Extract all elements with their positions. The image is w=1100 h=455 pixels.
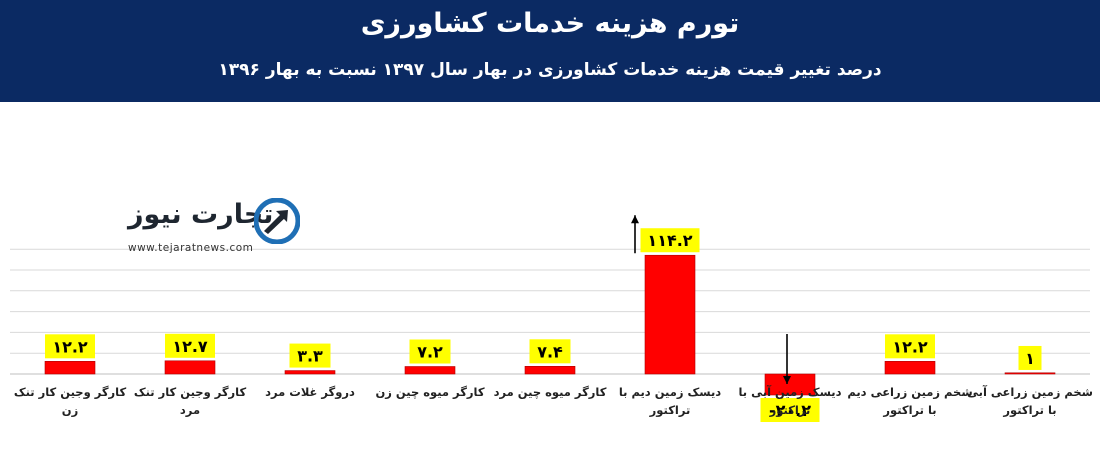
bar: [284, 370, 336, 375]
watermark-url: www.tejaratnews.com: [128, 242, 254, 254]
value-label: ۱۲.۲: [885, 334, 935, 359]
bar: [44, 361, 96, 375]
value-label: ۱۱۴.۲: [640, 228, 700, 253]
bar: [404, 366, 456, 375]
value-label-text: ۳.۳: [297, 347, 323, 366]
category-label: دیسک زمین دیم با تراکتور: [619, 385, 721, 418]
value-label-text: ۱۲.۲: [892, 337, 928, 356]
down-arrow-icon: [783, 334, 791, 384]
up-arrow-icon: [631, 215, 639, 254]
category-label: شخم زمین زراعی دیم با تراکتور: [847, 385, 972, 418]
category-label: کارگر میوه چین زن: [375, 385, 484, 400]
value-label: ۱: [1018, 345, 1042, 370]
value-label-text: ۷.۲: [417, 343, 443, 362]
value-label-text: ۱: [1025, 349, 1035, 368]
chart-header: تورم هزینه خدمات کشاورزی درصد تغییر قیمت…: [0, 0, 1100, 102]
bar: [764, 373, 816, 396]
bar: [1004, 372, 1056, 375]
bar: [524, 366, 576, 375]
value-label-text: ۷.۴: [537, 342, 563, 361]
bar: [644, 254, 696, 375]
annotation-arrows: [631, 215, 791, 384]
category-label: کارگر وجین کار تنک مرد: [134, 385, 247, 417]
value-label: ۳.۳: [289, 343, 331, 368]
logo-mark-icon: [254, 198, 300, 244]
value-label: -۲۰.۲: [760, 398, 820, 423]
watermark-logo: تجارت نیوز www.tejaratnews.com: [122, 196, 306, 266]
category-label: کارگر وجین کار تنک زن: [14, 385, 127, 417]
bars-group: ۱ ۱۲.۲ -۲۰.۲ ۱۱۴.۲ ۷.۴ ۷.۲ ۳.۳ ۱۲.۷ ۱۲.۲: [44, 228, 1056, 423]
category-label: کارگر میوه چین مرد: [494, 385, 607, 400]
category-label: دیسک زمین آبی با تراکتور: [738, 385, 841, 418]
value-label-text: ۱۱۴.۲: [647, 231, 692, 250]
bar-chart: ۱ ۱۲.۲ -۲۰.۲ ۱۱۴.۲ ۷.۴ ۷.۲ ۳.۳ ۱۲.۷ ۱۲.۲ شخم زمی…: [10, 215, 1093, 423]
value-label-text: -۲۰.۲: [769, 401, 811, 420]
category-label: شخم زمین زراعی آبی با تراکتور: [967, 385, 1093, 418]
chart-title: تورم هزینه خدمات کشاورزی: [360, 8, 740, 39]
bar: [884, 361, 936, 375]
value-label-text: ۱۲.۲: [52, 337, 88, 356]
watermark-name: تجارت نیوز: [128, 199, 274, 230]
category-label: دروگر غلات مرد: [265, 385, 355, 400]
value-label: ۱۲.۲: [45, 334, 95, 359]
value-label: ۷.۴: [529, 339, 571, 364]
value-label: ۱۲.۷: [165, 333, 215, 358]
chart-subtitle: درصد تغییر قیمت هزینه خدمات کشاورزی در ب…: [218, 60, 882, 80]
value-label-text: ۱۲.۷: [172, 337, 208, 356]
value-label: ۷.۲: [409, 339, 451, 364]
bar: [164, 360, 216, 375]
